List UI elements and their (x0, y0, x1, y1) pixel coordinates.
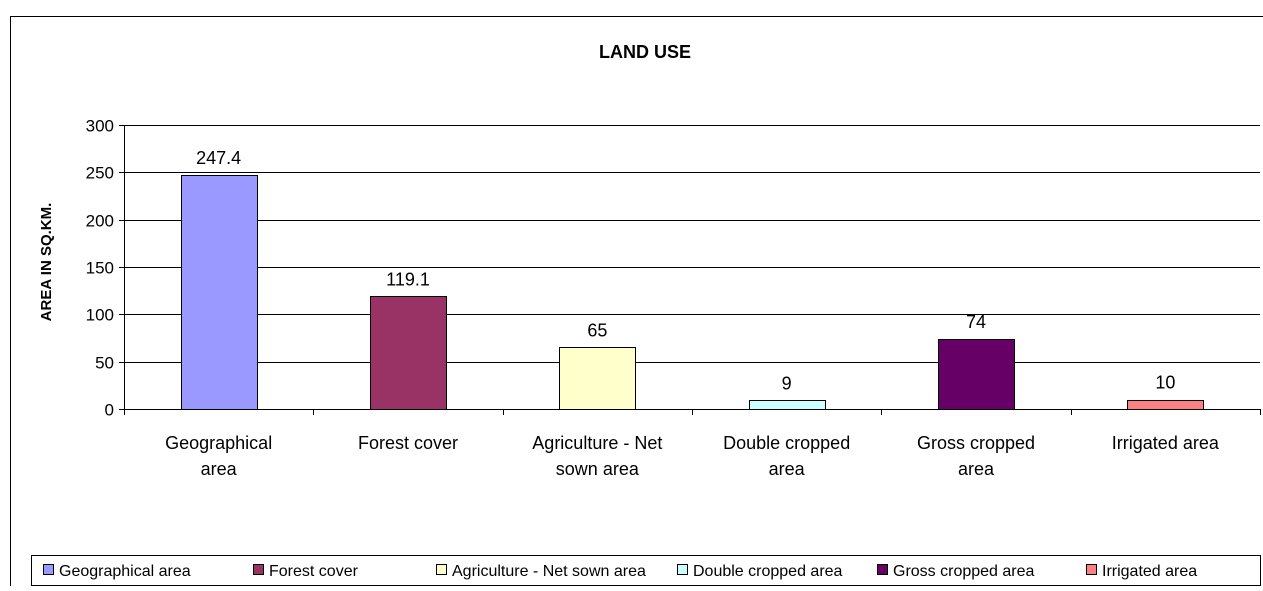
legend-item-label: Irrigated area (1102, 563, 1197, 580)
bar (371, 297, 447, 410)
legend-item-label: Double cropped area (693, 563, 843, 580)
legend-item-label: Forest cover (269, 563, 359, 580)
legend: Geographical area Forest cover Agriculture… (32, 556, 1261, 586)
bar (560, 348, 636, 410)
y-axis-label: AREA IN SQ.KM. (38, 203, 55, 322)
y-tick-label: 300 (86, 117, 114, 136)
bar (750, 401, 826, 410)
data-label: 65 (587, 320, 607, 340)
x-category-label: Forest cover (358, 433, 458, 453)
data-label: 9 (782, 373, 792, 393)
data-label: 247.4 (196, 148, 241, 168)
data-label: 10 (1155, 373, 1175, 393)
legend-swatch (254, 565, 264, 575)
legend-box (32, 556, 1261, 586)
legend-swatch (678, 565, 688, 575)
bar (182, 176, 258, 410)
x-category-label: Irrigated area (1112, 433, 1220, 453)
data-label: 119.1 (386, 269, 430, 289)
y-tick-label: 150 (86, 259, 114, 278)
data-label: 74 (966, 312, 986, 332)
bar (939, 340, 1015, 410)
chart-title: LAND USE (599, 42, 691, 62)
legend-item-label: Geographical area (59, 563, 191, 580)
y-tick-label: 200 (86, 212, 114, 231)
legend-swatch (437, 565, 447, 575)
legend-swatch (878, 565, 888, 575)
y-tick-label: 0 (105, 401, 114, 420)
legend-swatch (44, 565, 54, 575)
bar (1128, 401, 1204, 410)
y-tick-label: 50 (95, 354, 114, 373)
y-tick-label: 250 (86, 164, 114, 183)
legend-item-label: Agriculture - Net sown area (452, 563, 646, 580)
legend-item-label: Gross cropped area (893, 563, 1035, 580)
legend-swatch (1087, 565, 1097, 575)
y-tick-label: 100 (86, 306, 114, 325)
